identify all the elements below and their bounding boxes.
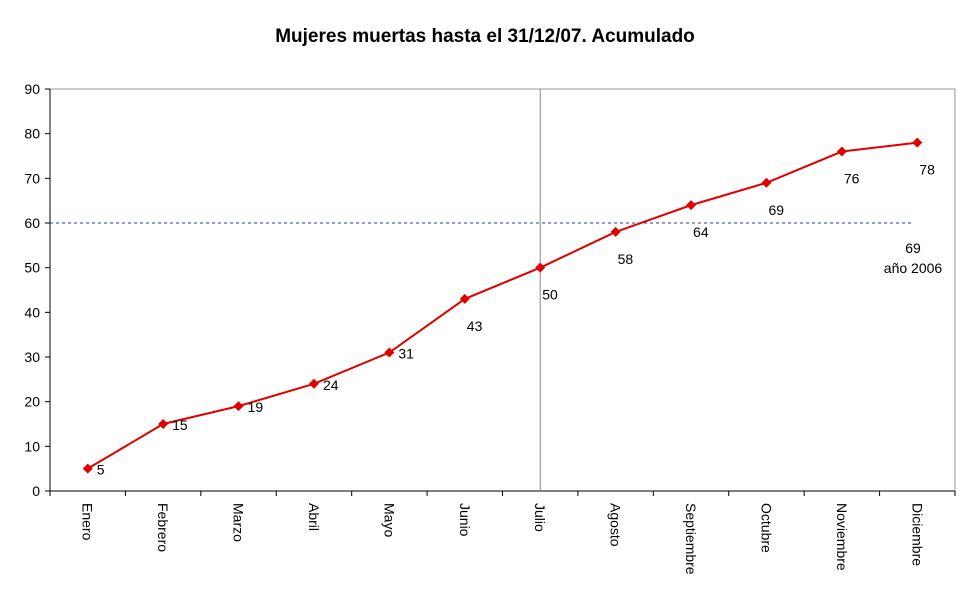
data-label: 69 xyxy=(768,202,784,218)
data-label: 76 xyxy=(844,171,860,187)
data-label: 5 xyxy=(97,462,105,478)
data-label: 15 xyxy=(172,417,188,433)
data-label: 24 xyxy=(323,377,339,393)
x-tick-label: Junio xyxy=(457,503,473,537)
marker xyxy=(836,146,847,157)
x-tick-label: Julio xyxy=(532,503,548,532)
y-tick-label: 0 xyxy=(32,483,40,499)
data-label: 58 xyxy=(618,251,634,267)
line xyxy=(87,141,918,470)
x-tick-label: Febrero xyxy=(155,503,171,552)
x-tick-label: Diciembre xyxy=(909,503,925,566)
x-tick-label: Octubre xyxy=(758,503,774,553)
y-tick-label: 80 xyxy=(24,126,40,142)
x-tick-label: Abril xyxy=(306,503,322,531)
marker xyxy=(761,177,772,188)
x-tick-label: Agosto xyxy=(608,503,624,547)
x-tick-label: Noviembre xyxy=(834,503,850,571)
y-tick-label: 10 xyxy=(24,438,40,454)
y-tick-label: 90 xyxy=(24,81,40,97)
data-label: 19 xyxy=(248,399,264,415)
y-tick-label: 40 xyxy=(24,304,40,320)
marker xyxy=(610,226,621,237)
data-label: 64 xyxy=(693,224,709,240)
marker xyxy=(384,347,395,358)
x-tick-label: Septiembre xyxy=(683,503,699,575)
marker xyxy=(158,419,169,429)
data-label: 78 xyxy=(919,162,935,178)
y-tick-label: 60 xyxy=(24,215,40,231)
marker xyxy=(308,378,319,389)
marker xyxy=(686,200,697,211)
y-tick-label: 70 xyxy=(24,170,40,186)
data-label: 43 xyxy=(467,318,483,334)
data-label: 50 xyxy=(542,287,558,303)
x-tick-label: Marzo xyxy=(231,503,247,542)
x-tick-label: Enero xyxy=(80,503,96,541)
y-tick-label: 50 xyxy=(24,260,40,276)
marker xyxy=(82,463,93,474)
y-tick-label: 20 xyxy=(24,394,40,410)
marker xyxy=(912,137,923,148)
y-tick-label: 30 xyxy=(24,349,40,365)
data-label: 31 xyxy=(398,346,414,362)
marker xyxy=(233,401,244,412)
annotation: año 2006 xyxy=(884,260,943,276)
annotation: 69 xyxy=(905,240,921,256)
x-tick-label: Mayo xyxy=(381,503,397,537)
marker xyxy=(459,293,470,304)
marker xyxy=(535,262,546,273)
chart-title: Mujeres muertas hasta el 31/12/07. Acumu… xyxy=(275,26,695,47)
